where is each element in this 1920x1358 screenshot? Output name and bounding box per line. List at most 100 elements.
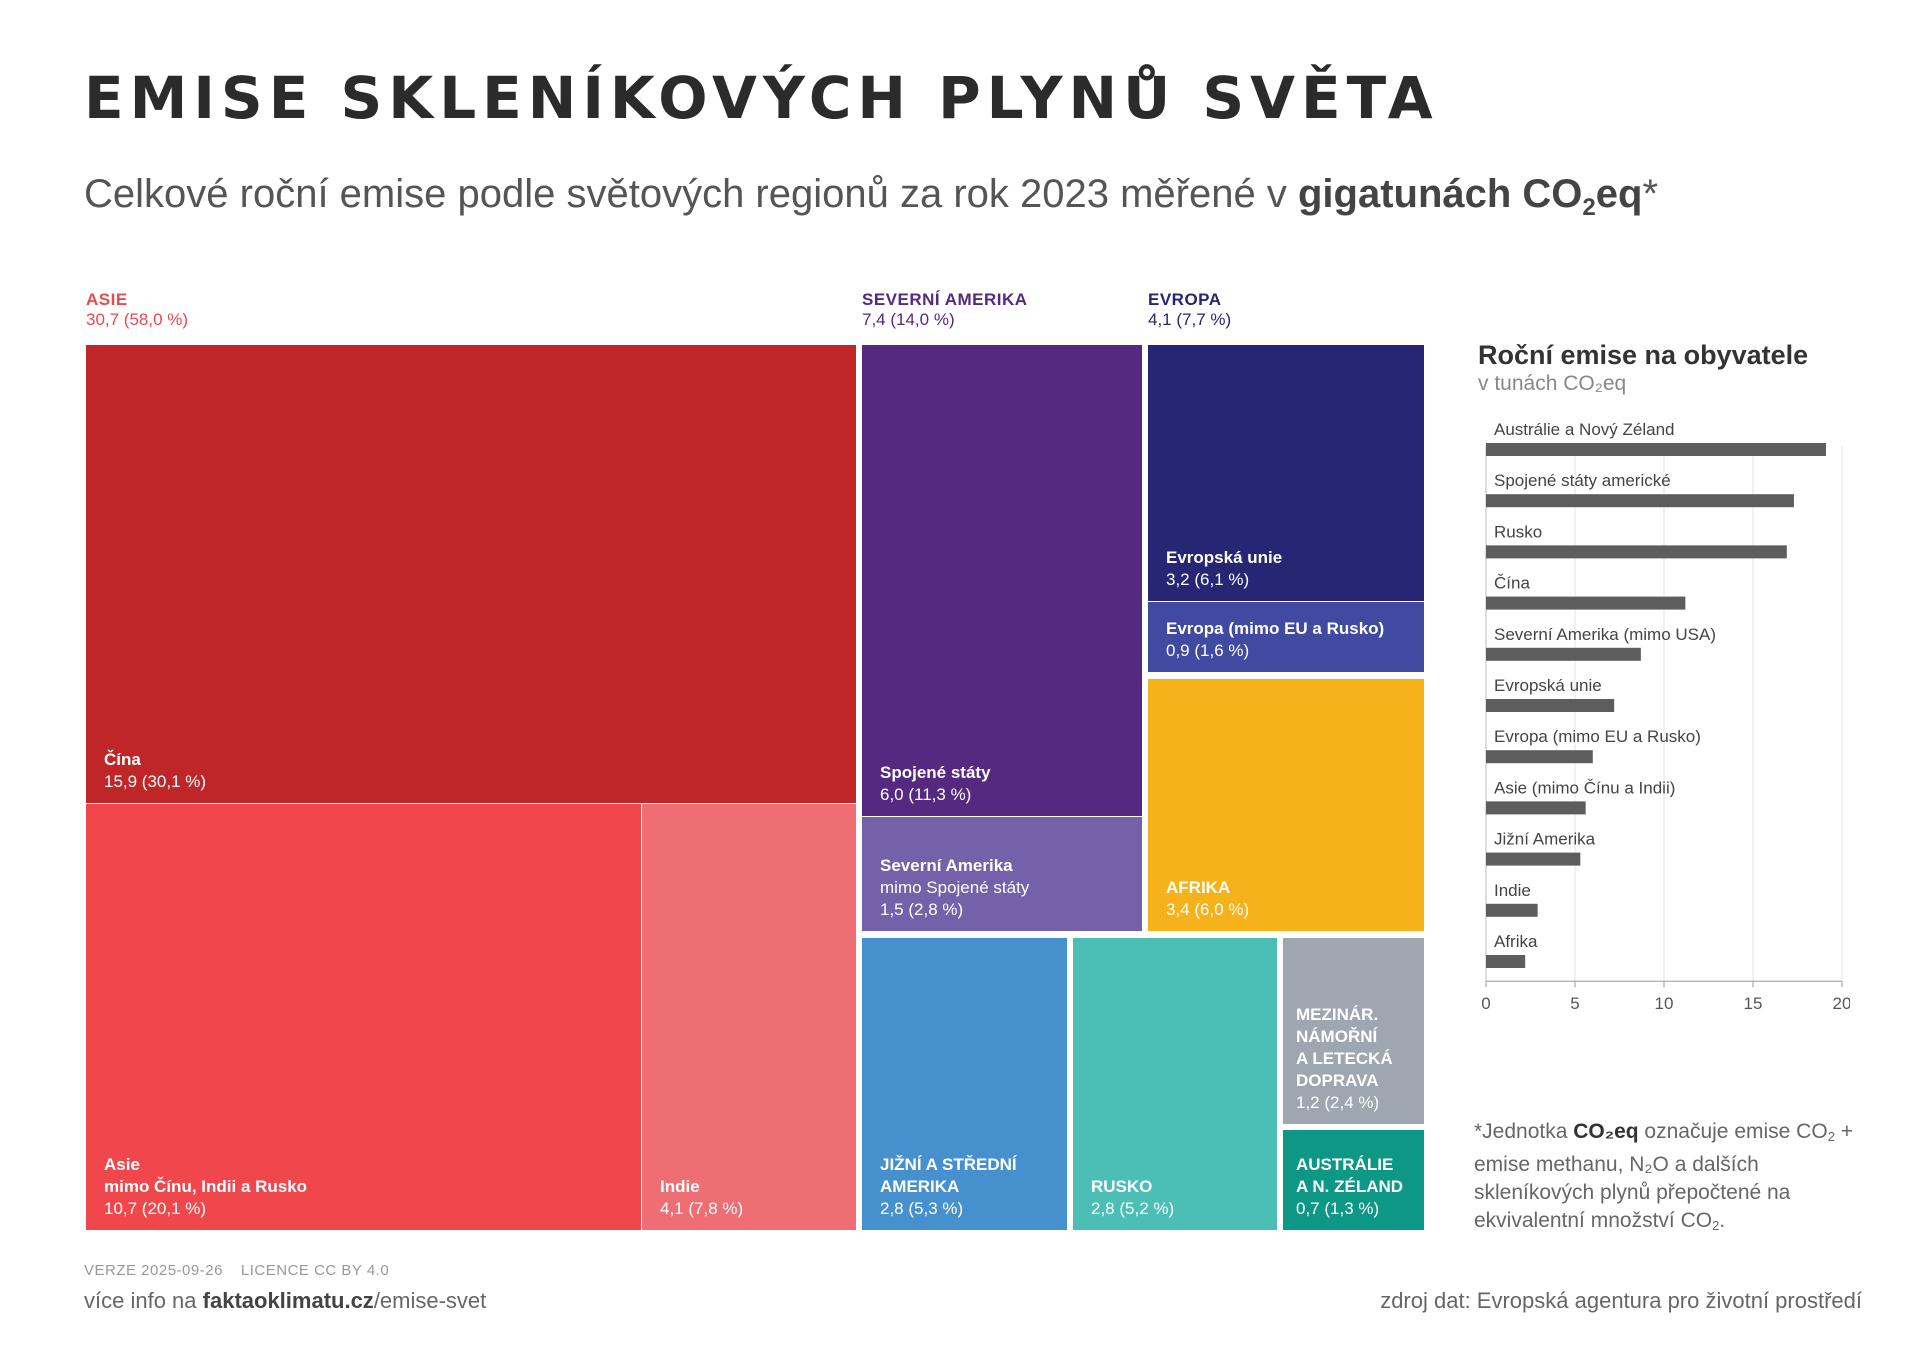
tile-label: Asie mimo Čínu, Indii a Rusko 10,7 (20,1… [104, 1154, 307, 1220]
tile-label: Indie 4,1 (7,8 %) [660, 1176, 743, 1220]
footnote-text-1: označuje emise CO [1638, 1120, 1828, 1143]
tile-name: AFRIKA [1166, 878, 1231, 897]
tile-label: Severní Amerika mimo Spojené státy 1,5 (… [880, 855, 1029, 921]
subtitle-unit-b: eq [1595, 172, 1643, 216]
treemap-tile-indie: Indie 4,1 (7,8 %) [642, 804, 856, 1230]
footnote-sub-2: 2 [1712, 1218, 1720, 1233]
bar [1486, 596, 1686, 610]
tile-label: Evropská unie 3,2 (6,1 %) [1166, 547, 1282, 591]
group-value: 7,4 (14,0 %) [862, 310, 955, 329]
bar-category-label: Spojené státy americké [1494, 471, 1671, 490]
bar [1486, 443, 1826, 456]
tile-name: RUSKO [1091, 1177, 1153, 1196]
group-value: 4,1 (7,7 %) [1148, 310, 1232, 329]
tile-sub: mimo Spojené státy [880, 878, 1030, 897]
bar-chart-subtitle: v tunách CO₂eq [1478, 372, 1627, 395]
page-title: EMISE SKLENÍKOVÝCH PLYNŮ SVĚTA [84, 64, 1439, 132]
x-tick-label: 20 [1833, 994, 1850, 1013]
treemap-tile-eu: Evropská unie 3,2 (6,1 %) [1148, 345, 1424, 601]
treemap-tile-doprava: MEZINÁR. NÁMOŘNÍ A LETECKÁ DOPRAVA 1,2 (… [1283, 938, 1424, 1124]
treemap-tile-jizni-amerika: JIŽNÍ A STŘEDNÍ AMERIKA 2,8 (5,3 %) [862, 938, 1067, 1230]
tile-name: Evropská unie [1166, 548, 1283, 567]
treemap-tile-evropa-ostatni: Evropa (mimo EU a Rusko) 0,9 (1,6 %) [1148, 602, 1424, 672]
tile-name: Severní Amerika [880, 856, 1013, 875]
footnote-unit: CO₂eq [1573, 1120, 1639, 1143]
tile-name: Evropa (mimo EU a Rusko) [1166, 619, 1385, 638]
tile-value: 0,9 (1,6 %) [1166, 641, 1250, 660]
tile-label: Spojené státy 6,0 (11,3 %) [880, 762, 991, 806]
subtitle-star: * [1642, 172, 1659, 216]
more-info-path: /emise-svet [373, 1288, 487, 1313]
bar [1486, 955, 1526, 968]
bar [1486, 699, 1615, 712]
tile-label: RUSKO 2,8 (5,2 %) [1091, 1176, 1174, 1220]
tile-value: 2,8 (5,2 %) [1091, 1199, 1175, 1218]
bar-category-label: Austrálie a Nový Zéland [1494, 420, 1674, 439]
x-tick-label: 10 [1655, 994, 1674, 1013]
more-info-pre: více info na [84, 1288, 203, 1313]
tile-label: AUSTRÁLIE A N. ZÉLAND 0,7 (1,3 %) [1296, 1154, 1403, 1220]
bar-category-label: Evropská unie [1494, 676, 1602, 695]
per-capita-bar-chart: Austrálie a Nový Zéland Spojené státy ame… [1481, 420, 1850, 1013]
tile-name: AUSTRÁLIE A N. ZÉLAND [1296, 1155, 1404, 1196]
tile-value: 10,7 (20,1 %) [104, 1199, 207, 1218]
footnote-star: *Jednotka [1474, 1120, 1574, 1143]
bar-chart-x-axis: 0 5 10 15 20 [1481, 980, 1850, 1013]
tile-name: Asie [104, 1155, 140, 1174]
tile-name: Spojené státy [880, 763, 991, 782]
tile-value: 6,0 (11,3 %) [880, 785, 972, 804]
subtitle-unit-sub: 2 [1582, 194, 1596, 221]
tile-label: AFRIKA 3,4 (6,0 %) [1166, 877, 1249, 921]
group-name: ASIE [86, 290, 128, 309]
bar-category-label: Čína [1494, 574, 1530, 593]
group-label-severni-amerika: SEVERNÍ AMERIKA 7,4 (14,0 %) [862, 290, 1028, 330]
footnote: *Jednotka CO₂eq označuje emise CO2 + emi… [1474, 1118, 1874, 1240]
x-tick-label: 5 [1570, 994, 1579, 1013]
subtitle-unit-a: gigatunách CO [1297, 172, 1583, 216]
tile-value: 1,5 (2,8 %) [880, 900, 964, 919]
treemap-tile-asie-ostatni: Asie mimo Čínu, Indii a Rusko 10,7 (20,1… [86, 804, 641, 1230]
bar [1486, 647, 1641, 661]
treemap-tile-severni-amerika-ostatni: Severní Amerika mimo Spojené státy 1,5 (… [862, 817, 1142, 931]
footnote-sub-1: 2 [1827, 1129, 1835, 1144]
tile-value: 3,2 (6,1 %) [1166, 570, 1250, 589]
version: VERZE 2025-09-26 [84, 1262, 223, 1279]
tile-value: 4,1 (7,8 %) [660, 1199, 744, 1218]
footnote-text-2: + emise methanu, N₂O a dalších skleníkov… [1474, 1120, 1854, 1232]
treemap-tile-australie: AUSTRÁLIE A N. ZÉLAND 0,7 (1,3 %) [1283, 1130, 1424, 1230]
subtitle-unit: gigatunách CO2eq [1297, 172, 1643, 221]
group-name: EVROPA [1148, 290, 1222, 309]
bar [1486, 494, 1794, 508]
x-tick-label: 15 [1744, 994, 1763, 1013]
bar-chart-grid [1485, 446, 1843, 982]
treemap-tile-afrika: AFRIKA 3,4 (6,0 %) [1148, 679, 1424, 931]
treemap-tile-rusko: RUSKO 2,8 (5,2 %) [1073, 938, 1277, 1230]
more-info-link[interactable]: faktaoklimatu.cz [202, 1288, 374, 1313]
tile-value: 0,7 (1,3 %) [1296, 1199, 1380, 1218]
bar-category-label: Jižní Amerika [1494, 830, 1596, 849]
bar-category-label: Rusko [1494, 522, 1542, 541]
bar [1486, 903, 1538, 917]
license: LICENCE CC BY 4.0 [240, 1262, 390, 1279]
group-name: SEVERNÍ AMERIKA [862, 290, 1028, 309]
tile-label: Čína 15,9 (30,1 %) [104, 749, 206, 793]
subtitle-text: Celkové roční emise podle světových regi… [84, 172, 1298, 216]
tile-value: 15,9 (30,1 %) [104, 772, 207, 791]
tile-sub: mimo Čínu, Indii a Rusko [104, 1177, 308, 1196]
tile-value: 2,8 (5,3 %) [880, 1199, 964, 1218]
treemap-tile-usa: Spojené státy 6,0 (11,3 %) [862, 345, 1142, 816]
treemap-tile-cina: Čína 15,9 (30,1 %) [86, 345, 856, 803]
bar [1486, 852, 1581, 866]
tile-name: Čína [104, 750, 141, 769]
tile-label: Evropa (mimo EU a Rusko) 0,9 (1,6 %) [1166, 618, 1384, 662]
tile-label: JIŽNÍ A STŘEDNÍ AMERIKA 2,8 (5,3 %) [880, 1154, 1017, 1220]
bar [1486, 801, 1586, 815]
tile-value: 1,2 (2,4 %) [1296, 1093, 1380, 1112]
bar-category-label: Afrika [1494, 932, 1538, 951]
bar-category-label: Asie (mimo Čínu a Indii) [1494, 778, 1675, 797]
bar-category-label: Severní Amerika (mimo USA) [1494, 625, 1716, 644]
bar-chart-bars: Austrálie a Nový Zéland Spojené státy ame… [1486, 420, 1826, 968]
bar [1486, 545, 1787, 559]
bar-chart-title: Roční emise na obyvatele [1478, 340, 1809, 370]
tile-value: 3,4 (6,0 %) [1166, 900, 1250, 919]
